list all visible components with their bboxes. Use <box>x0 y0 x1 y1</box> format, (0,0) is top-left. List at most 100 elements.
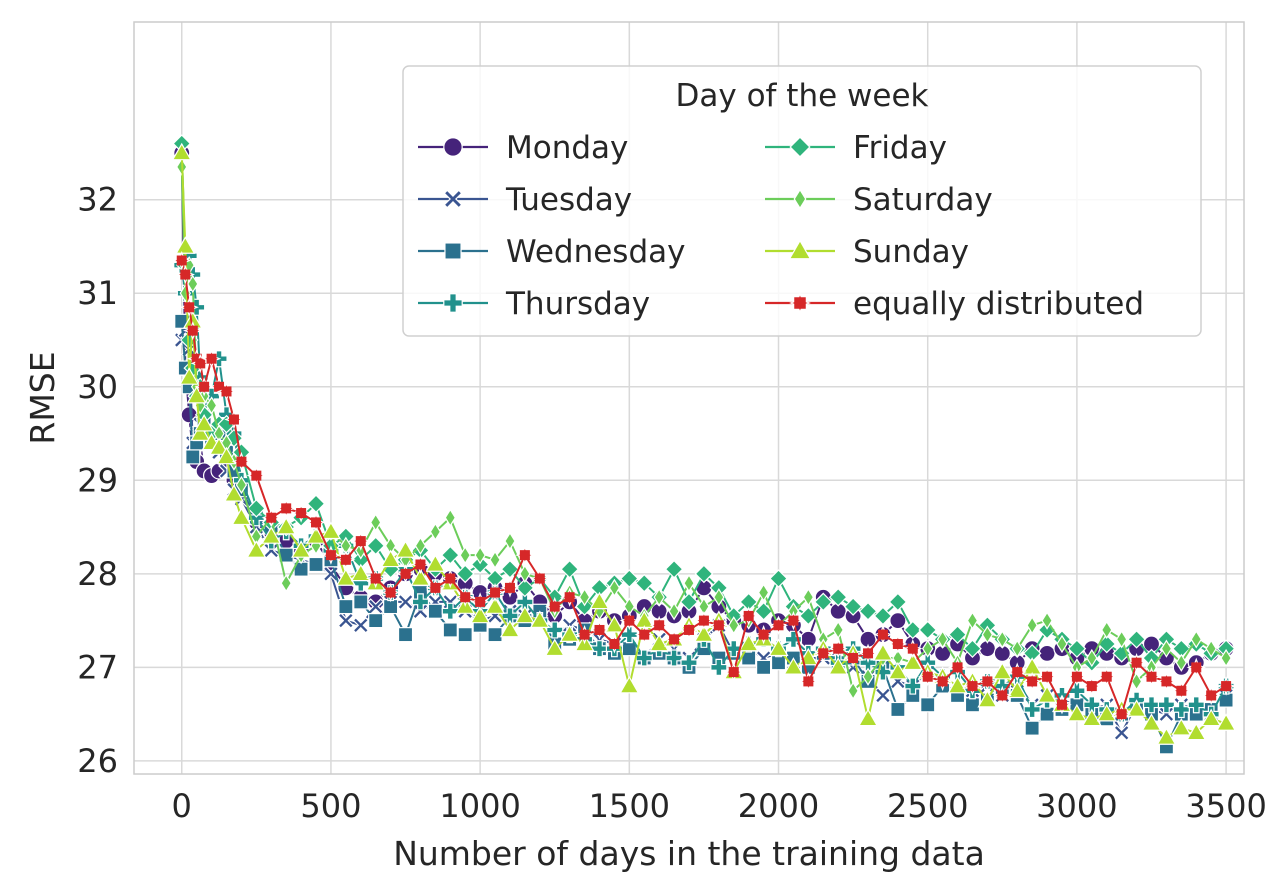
data-point <box>604 634 625 654</box>
star-marker-core <box>773 620 784 631</box>
data-point <box>1187 696 1205 714</box>
data-point <box>903 638 923 659</box>
data-point <box>1157 696 1176 714</box>
data-point <box>366 568 386 589</box>
data-point <box>1056 634 1068 654</box>
data-point <box>828 638 848 659</box>
data-point <box>186 385 207 404</box>
data-point <box>936 630 949 649</box>
data-point <box>1067 667 1087 687</box>
data-point <box>291 540 312 558</box>
data-point <box>1007 680 1028 699</box>
data-point <box>440 545 460 565</box>
star-marker-core <box>475 596 486 607</box>
data-point <box>847 681 859 700</box>
data-point <box>444 508 456 527</box>
star-marker-core <box>266 512 277 523</box>
data-point <box>369 513 382 532</box>
data-point <box>709 615 729 635</box>
data-point <box>788 239 812 260</box>
data-point <box>201 349 222 369</box>
data-point <box>395 540 416 558</box>
data-point <box>216 446 237 465</box>
data-point <box>783 610 804 631</box>
data-point <box>589 620 610 640</box>
data-point <box>190 353 210 374</box>
data-point <box>1066 703 1087 722</box>
plot-frame <box>133 21 1245 775</box>
star-marker-core <box>1176 685 1187 696</box>
data-point <box>1081 708 1102 727</box>
data-point <box>889 612 907 630</box>
data-point <box>693 624 714 642</box>
star-marker-core <box>430 582 441 593</box>
data-point <box>977 671 998 692</box>
star-marker-core <box>922 671 933 682</box>
star-marker-core <box>311 517 322 528</box>
data-point <box>793 188 807 210</box>
data-point <box>680 654 698 672</box>
data-point <box>397 627 414 643</box>
data-point <box>619 675 640 694</box>
star-marker-core <box>863 648 874 659</box>
data-point <box>857 708 879 727</box>
data-point <box>862 667 874 686</box>
star-marker-core <box>1131 657 1142 668</box>
data-point <box>261 508 281 528</box>
data-point <box>560 559 579 579</box>
data-point <box>247 509 265 527</box>
data-point <box>1127 629 1146 649</box>
star-marker-core <box>195 358 206 369</box>
star-marker-core <box>180 269 191 280</box>
data-point <box>828 657 849 675</box>
y-tick-label: 30 <box>77 368 118 406</box>
data-point <box>789 292 811 314</box>
data-point <box>1171 717 1192 736</box>
data-point <box>963 639 982 659</box>
data-point <box>948 625 967 644</box>
data-point <box>1086 648 1098 668</box>
data-point <box>175 236 196 254</box>
data-point <box>1216 713 1237 731</box>
data-point <box>1101 620 1113 640</box>
y-tick-label: 27 <box>77 648 118 686</box>
legend-item-saturday: Saturday <box>765 182 993 218</box>
data-point <box>183 320 203 341</box>
star-marker-core <box>214 381 225 392</box>
data-point <box>754 601 773 621</box>
data-point <box>918 620 938 640</box>
star-marker-core <box>228 414 239 425</box>
data-point <box>1026 616 1038 635</box>
data-point <box>1052 695 1072 715</box>
star-marker-core <box>1056 699 1067 710</box>
data-point <box>514 605 535 624</box>
data-point <box>813 592 833 612</box>
x-tick-label: 1000 <box>439 787 520 825</box>
legend-item-monday: Monday <box>418 130 628 166</box>
data-point <box>246 465 267 486</box>
data-point <box>470 592 490 612</box>
data-point <box>261 526 282 544</box>
data-point <box>962 676 983 696</box>
data-point <box>769 569 788 588</box>
star-marker-core <box>199 381 210 392</box>
data-point <box>411 593 430 611</box>
star-marker-core <box>281 503 292 514</box>
data-point <box>223 484 244 502</box>
data-point <box>1083 696 1101 714</box>
data-point <box>858 601 878 621</box>
data-point <box>175 264 196 285</box>
data-point <box>604 615 625 633</box>
legend: Day of the week Monday Tuesday Wednesday Th… <box>402 65 1202 337</box>
legend-label: Friday <box>853 130 947 166</box>
data-point <box>890 701 906 718</box>
data-point <box>768 615 789 635</box>
data-point <box>1141 667 1162 687</box>
data-point <box>308 556 324 573</box>
star-marker-core <box>370 573 381 584</box>
data-point <box>209 437 230 455</box>
data-point <box>216 381 237 402</box>
data-point <box>444 242 462 260</box>
data-point <box>664 629 684 650</box>
